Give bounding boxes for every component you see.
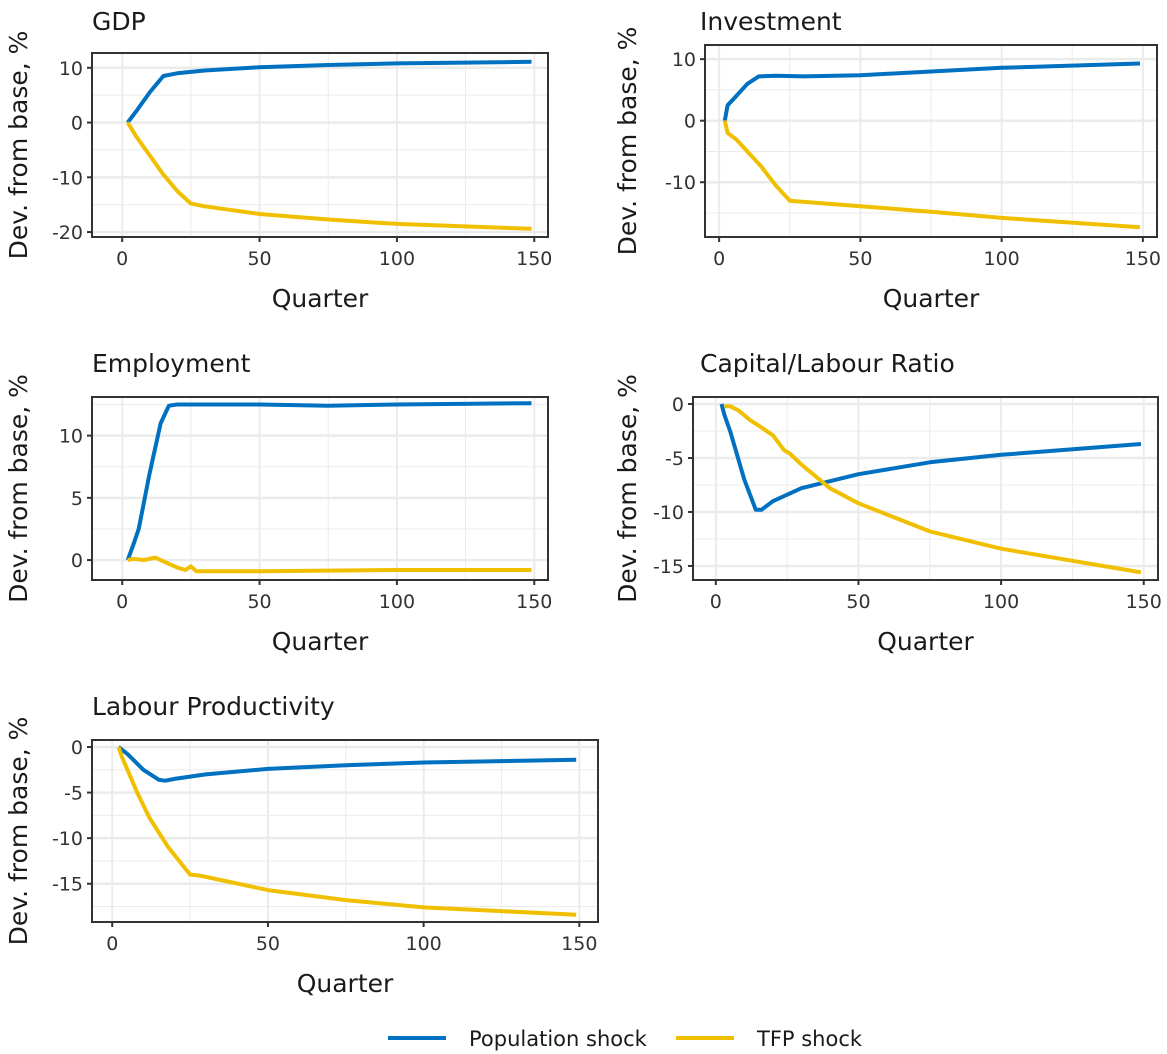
y-axis-label: Dev. from base, %	[4, 717, 33, 946]
y-tick-label: -15	[52, 874, 83, 896]
x-tick-label: 100	[405, 933, 441, 955]
legend-label-tfp: TFP shock	[756, 1027, 863, 1051]
plot-background	[92, 740, 598, 922]
panel-border	[704, 44, 1158, 238]
x-tick-label: 100	[983, 591, 1019, 613]
x-tick-label: 50	[848, 248, 872, 270]
x-axis-label: Quarter	[883, 284, 980, 313]
y-tick-label: -5	[665, 448, 684, 470]
y-tick-label: 0	[71, 737, 83, 759]
series-line-population-shock	[125, 401, 532, 561]
panel-gdp: 0 50 100 150 -20 -10 0 10 GDP Quarter Dev. from ba…	[4, 7, 552, 313]
y-tick-label: 0	[71, 550, 83, 572]
panel-capital-labour-ratio: 0 50 100 150 -15 -10 -5 0 Capital/Labour Ratio Qu…	[613, 349, 1162, 656]
y-tick-label: -10	[52, 167, 83, 189]
panel-border	[91, 396, 549, 581]
x-tick-label: 150	[1125, 248, 1161, 270]
y-tick-label: -10	[52, 828, 83, 850]
panel-title: Investment	[700, 7, 842, 36]
x-axis-label: Quarter	[877, 627, 974, 656]
y-axis-label: Dev. from base, %	[613, 27, 642, 256]
series-line-population-shock	[117, 745, 577, 783]
x-tick-label: 50	[247, 248, 271, 270]
panel-border	[91, 52, 549, 238]
y-tick-label: 0	[71, 113, 83, 135]
x-tick-label: 100	[379, 248, 415, 270]
y-axis-label: Dev. from base, %	[4, 31, 33, 260]
legend: Population shock TFP shock	[388, 1027, 863, 1051]
panel-title: Employment	[92, 349, 251, 378]
plot-background	[693, 397, 1158, 580]
y-tick-label: 10	[59, 426, 83, 448]
legend-label-population: Population shock	[469, 1027, 648, 1051]
x-tick-label: 100	[983, 248, 1019, 270]
x-tick-label: 50	[846, 591, 870, 613]
panel-border	[91, 739, 599, 923]
y-tick-label: -10	[653, 502, 684, 524]
x-tick-label: 0	[116, 248, 128, 270]
series-line-tfp-shock	[722, 120, 1141, 230]
x-tick-label: 150	[1126, 591, 1162, 613]
series-line-population-shock	[126, 59, 532, 124]
series-line-tfp-shock	[724, 404, 1142, 575]
panel-title: GDP	[92, 7, 146, 36]
x-axis-label: Quarter	[297, 969, 394, 998]
x-tick-label: 0	[106, 933, 118, 955]
plot-background	[92, 53, 548, 237]
x-tick-label: 0	[710, 591, 722, 613]
series-line-population-shock	[722, 61, 1141, 122]
panel-border	[692, 396, 1159, 581]
y-tick-label: 5	[71, 488, 83, 510]
x-tick-label: 0	[116, 591, 128, 613]
y-tick-label: 10	[59, 58, 83, 80]
panel-labour-productivity: 0 50 100 150 -15 -10 -5 0 Labour Productivity Qua…	[4, 692, 599, 998]
y-axis-label: Dev. from base, %	[4, 374, 33, 603]
series-line-tfp-shock	[116, 746, 577, 917]
x-tick-label: 50	[256, 933, 280, 955]
x-tick-label: 150	[516, 248, 552, 270]
y-tick-label: -10	[665, 172, 696, 194]
y-tick-label: 10	[672, 49, 696, 71]
y-tick-label: -20	[52, 222, 83, 244]
x-tick-label: 100	[379, 591, 415, 613]
x-axis-label: Quarter	[272, 284, 369, 313]
y-axis-label: Dev. from base, %	[613, 374, 642, 603]
x-axis-label: Quarter	[272, 627, 369, 656]
plot-background	[92, 397, 548, 580]
y-tick-label: 0	[684, 111, 696, 133]
y-tick-label: 0	[672, 394, 684, 416]
y-tick-label: -5	[64, 783, 83, 805]
panel-title: Labour Productivity	[92, 692, 335, 721]
series-line-population-shock	[719, 403, 1142, 512]
series-line-tfp-shock	[125, 121, 532, 231]
panel-employment: 0 50 100 150 0 5 10 Employment Quarter Dev. from …	[4, 349, 552, 656]
x-tick-label: 0	[713, 248, 725, 270]
x-tick-label: 50	[247, 591, 271, 613]
x-tick-label: 150	[561, 933, 597, 955]
panel-title: Capital/Labour Ratio	[700, 349, 955, 378]
y-tick-label: -15	[653, 556, 684, 578]
series-line-tfp-shock	[127, 555, 532, 574]
x-tick-label: 150	[516, 591, 552, 613]
